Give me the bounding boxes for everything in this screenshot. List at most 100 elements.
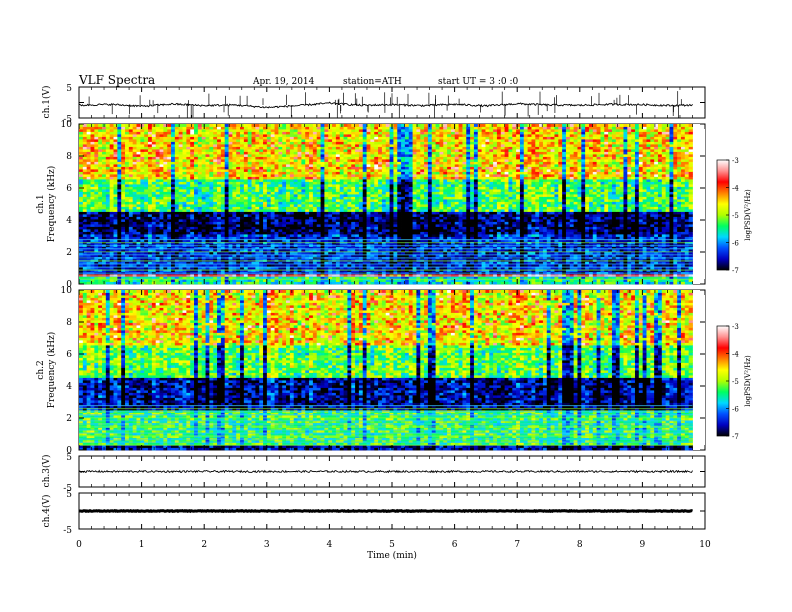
spectrogram-cell xyxy=(381,216,387,220)
spectrogram-cell xyxy=(673,254,678,257)
spectrogram-cell xyxy=(477,234,482,237)
spectrogram-cell xyxy=(121,211,126,215)
spectrogram-cell xyxy=(274,261,279,265)
spectrogram-cell xyxy=(243,279,249,282)
spectrogram-cell xyxy=(243,249,249,252)
spectrogram-cell xyxy=(608,251,613,255)
spectrogram-cell xyxy=(332,254,337,257)
spectrogram-cell xyxy=(650,206,655,210)
spectrogram-cell xyxy=(550,251,555,255)
spectrogram-cell xyxy=(278,279,283,282)
spectrogram-cell xyxy=(542,206,548,210)
spectrogram-cell xyxy=(251,224,256,227)
spectrogram-cell xyxy=(347,234,352,237)
spectrogram-cell xyxy=(569,224,575,227)
spectrogram-cell xyxy=(190,226,195,230)
spectrogram-cell xyxy=(332,259,337,262)
spectrogram-cell xyxy=(186,234,191,237)
spectrogram-cell xyxy=(627,209,632,212)
spectrogram-cell xyxy=(263,236,268,240)
spectrogram-cell xyxy=(174,211,180,215)
spectrogram-cell xyxy=(493,259,498,262)
spectrogram-cell xyxy=(125,224,130,227)
spectrogram-cell xyxy=(439,231,444,235)
spectrogram-cell xyxy=(289,254,295,257)
spectrogram-cell xyxy=(328,231,333,235)
spectrogram-cell xyxy=(102,206,107,210)
spectrogram-cell xyxy=(684,219,690,222)
spectrogram-cell xyxy=(577,259,582,262)
spectrogram-cell xyxy=(431,236,436,240)
spectrogram-cell xyxy=(167,254,172,257)
spectrogram-cell xyxy=(401,209,406,212)
spectrogram-cell xyxy=(447,276,452,280)
spectrogram-cell xyxy=(332,231,337,235)
spectrogram-cell xyxy=(255,216,260,220)
spectrogram-cell xyxy=(385,259,390,262)
spectrogram-cell xyxy=(539,259,544,262)
spectrogram-cell xyxy=(194,229,199,232)
spectrogram-cell xyxy=(90,221,95,225)
spectrogram-cell xyxy=(401,276,406,280)
spectrogram-cell xyxy=(565,216,571,220)
spectrogram-cell xyxy=(102,219,107,222)
spectrogram-cell xyxy=(439,279,444,282)
spectrogram-cell xyxy=(205,226,210,230)
spectrogram-cell xyxy=(197,214,203,217)
spectrogram-cell xyxy=(335,221,341,225)
spectrogram-cell xyxy=(661,226,667,230)
spectrogram-cell xyxy=(270,224,275,227)
spectrogram-cell xyxy=(232,264,237,267)
spectrogram-cell xyxy=(381,214,387,217)
spectrogram-cell xyxy=(531,211,536,215)
spectrogram-cell xyxy=(209,236,214,240)
spectrogram-cell xyxy=(155,276,160,280)
spectrogram-cell xyxy=(558,226,563,230)
spectrogram-cell xyxy=(94,226,99,230)
spectrogram-cell xyxy=(623,239,628,242)
spectrogram-cell xyxy=(358,276,364,280)
spectrogram-cell xyxy=(485,276,490,280)
spectrogram-cell xyxy=(197,259,203,262)
spectrogram-cell xyxy=(102,226,107,230)
spectrogram-cell xyxy=(378,279,383,282)
spectrogram-cell xyxy=(186,274,191,277)
spectrogram-cell xyxy=(278,249,283,252)
spectrogram-cell xyxy=(182,219,187,222)
spectrogram-cell xyxy=(136,251,141,255)
spectrogram-cell xyxy=(113,276,118,280)
spectrogram-cell xyxy=(197,264,203,267)
spectrogram-cell xyxy=(217,234,222,237)
spectrogram-cell xyxy=(148,221,153,225)
spectrogram-cell xyxy=(485,226,490,230)
spectrogram-cell xyxy=(485,224,490,227)
spectrogram-cell xyxy=(424,254,429,257)
spectrogram-cell xyxy=(105,251,111,255)
spectrogram-cell xyxy=(650,219,655,222)
spectrogram-cell xyxy=(527,224,532,227)
spectrogram-cell xyxy=(335,234,341,237)
spectrogram-cell xyxy=(86,251,91,255)
spectrogram-cell xyxy=(132,259,137,262)
spectrogram-cell xyxy=(458,249,463,252)
spectrogram-cell xyxy=(569,214,575,217)
spectrogram-cell xyxy=(585,254,590,257)
spectrogram-cell xyxy=(293,236,298,240)
spectrogram-cell xyxy=(178,211,183,215)
spectrogram-cell xyxy=(140,279,145,282)
spectrogram-cell xyxy=(401,254,406,257)
spectrogram-cell xyxy=(374,231,379,235)
spectrogram-cell xyxy=(554,236,559,240)
spectrogram-cell xyxy=(519,239,525,242)
spectrogram-cell xyxy=(228,231,233,235)
spectrogram-cell xyxy=(489,281,494,285)
spectrogram-cell xyxy=(473,266,479,270)
spectrogram-cell xyxy=(412,254,417,257)
spectrogram-cell xyxy=(121,239,126,242)
spectrogram-cell xyxy=(343,261,348,265)
spectrogram-cell xyxy=(324,234,329,237)
spectrogram-cell xyxy=(224,234,229,237)
spectrogram-cell xyxy=(642,239,647,242)
spectrogram-cell xyxy=(102,216,107,220)
spectrogram-cell xyxy=(619,229,624,232)
